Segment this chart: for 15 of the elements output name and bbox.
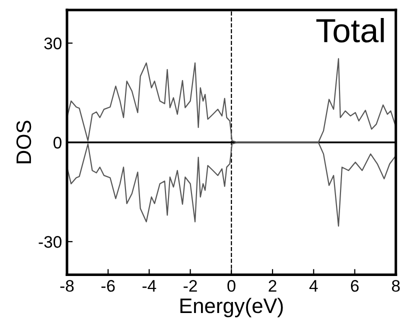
x-tick-label: -4 — [142, 280, 156, 292]
y-axis-title: DOS — [16, 120, 32, 164]
y-tick-label: 0 — [54, 136, 62, 149]
annotation: Total — [316, 18, 384, 42]
x-tick-label: -2 — [184, 280, 197, 292]
x-axis-title: Energy(eV) — [180, 298, 283, 318]
x-tick-label: -6 — [101, 280, 115, 292]
x-tick-label: 6 — [350, 280, 359, 292]
y-tick-label: -30 — [38, 236, 62, 248]
x-tick-label: 2 — [268, 280, 276, 292]
x-tick-label: 0 — [227, 280, 236, 292]
x-tick-label: 8 — [392, 280, 400, 292]
y-tick-label: 30 — [44, 38, 62, 50]
x-tick-label: -8 — [60, 280, 74, 292]
x-tick-label: 4 — [309, 280, 318, 292]
